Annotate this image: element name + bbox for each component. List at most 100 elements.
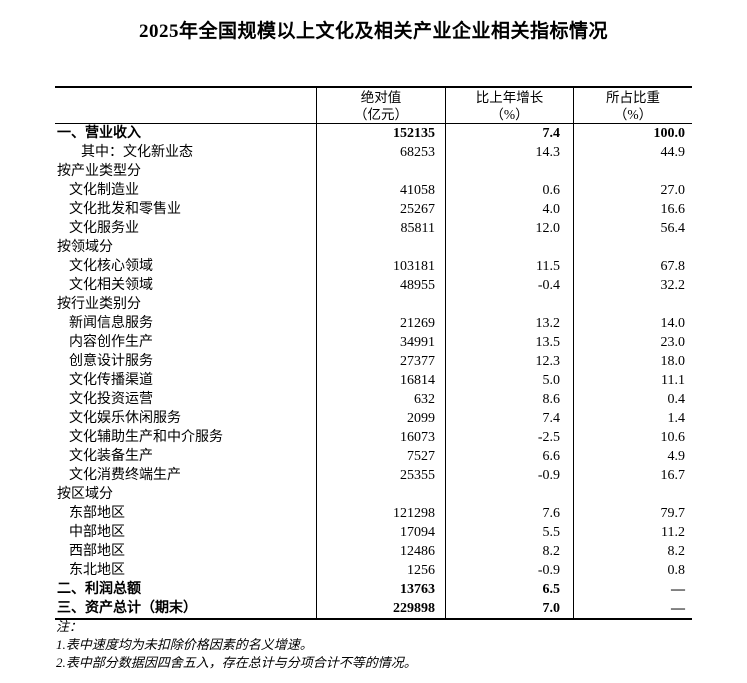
header-share-line1: 所占比重 (606, 90, 660, 105)
table-row: 文化服务业 85811 12.0 56.4 (55, 219, 692, 238)
cell-yoy-growth: 7.4 (445, 409, 573, 428)
cell-share: 14.0 (573, 314, 692, 333)
row-label: 文化娱乐休闲服务 (69, 411, 181, 426)
cell-yoy-growth: -0.9 (445, 466, 573, 485)
cell-absolute-value: 16073 (316, 428, 445, 447)
cell-share: 10.6 (573, 428, 692, 447)
cell-share (573, 238, 692, 257)
note-item-1: 1.表中速度均为未扣除价格因素的名义增速。 (56, 637, 313, 652)
row-label: 按领域分 (57, 240, 113, 255)
cell-share: 0.4 (573, 390, 692, 409)
cell-yoy-growth: -2.5 (445, 428, 573, 447)
table-row: 按区域分 (55, 485, 692, 504)
cell-yoy-growth: -0.4 (445, 276, 573, 295)
cell-yoy-growth (445, 485, 573, 504)
cell-absolute-value: 229898 (316, 599, 445, 618)
row-label: 文化辅助生产和中介服务 (69, 430, 223, 445)
table-header-row: 绝对值 （亿元） 比上年增长 （%） 所占比重 （%） (55, 88, 692, 124)
header-absolute-value-line1: 绝对值 (360, 90, 402, 105)
row-label: 文化批发和零售业 (69, 202, 181, 217)
row-label: 西部地区 (69, 544, 125, 559)
table-body: 一、营业收入 152135 7.4 100.0 其中：文化新业态 68253 1… (55, 124, 692, 618)
cell-yoy-growth: 13.5 (445, 333, 573, 352)
cell-share: 4.9 (573, 447, 692, 466)
note-item-2: 2.表中部分数据因四舍五入，存在总计与分项合计不等的情况。 (56, 655, 417, 670)
cell-share: 11.1 (573, 371, 692, 390)
notes-heading: 注： (56, 619, 83, 634)
cell-yoy-growth: 6.6 (445, 447, 573, 466)
cell-share: 16.7 (573, 466, 692, 485)
cell-absolute-value: 17094 (316, 523, 445, 542)
row-label: 按区域分 (57, 487, 113, 502)
row-label: 其中：文化新业态 (81, 145, 193, 160)
row-label: 文化消费终端生产 (69, 468, 181, 483)
row-label: 新闻信息服务 (69, 316, 153, 331)
cell-yoy-growth: 7.6 (445, 504, 573, 523)
row-label: 文化核心领域 (69, 259, 153, 274)
cell-yoy-growth (445, 162, 573, 181)
page-title: 2025年全国规模以上文化及相关产业企业相关指标情况 (138, 21, 608, 42)
cell-share: 27.0 (573, 181, 692, 200)
cell-absolute-value: 12486 (316, 542, 445, 561)
cell-yoy-growth: 11.5 (445, 257, 573, 276)
table-row: 东北地区 1256 -0.9 0.8 (55, 561, 692, 580)
cell-share: 56.4 (573, 219, 692, 238)
cell-yoy-growth: 6.5 (445, 580, 573, 599)
cell-share (573, 485, 692, 504)
cell-yoy-growth: 7.0 (445, 599, 573, 618)
cell-share (573, 295, 692, 314)
cell-share: 32.2 (573, 276, 692, 295)
cell-yoy-growth: 5.5 (445, 523, 573, 542)
table-row: 东部地区 121298 7.6 79.7 (55, 504, 692, 523)
table-row: 文化消费终端生产 25355 -0.9 16.7 (55, 466, 692, 485)
header-absolute-value-line2: （亿元） (354, 107, 408, 122)
cell-absolute-value (316, 162, 445, 181)
cell-yoy-growth (445, 238, 573, 257)
cell-share: 0.8 (573, 561, 692, 580)
cell-absolute-value: 13763 (316, 580, 445, 599)
cell-share: 8.2 (573, 542, 692, 561)
cell-absolute-value: 103181 (316, 257, 445, 276)
table-row: 文化传播渠道 16814 5.0 11.1 (55, 371, 692, 390)
row-label: 东部地区 (69, 506, 125, 521)
cell-yoy-growth: 4.0 (445, 200, 573, 219)
row-label: 按行业类别分 (57, 297, 141, 312)
cell-absolute-value: 48955 (316, 276, 445, 295)
cell-absolute-value: 1256 (316, 561, 445, 580)
cell-yoy-growth: 7.4 (445, 124, 573, 143)
row-label: 文化服务业 (69, 221, 139, 236)
cell-absolute-value: 68253 (316, 143, 445, 162)
table-row: 按行业类别分 (55, 295, 692, 314)
row-label: 文化传播渠道 (69, 373, 153, 388)
header-yoy-growth-line2: （%） (490, 107, 529, 122)
row-label: 文化相关领域 (69, 278, 153, 293)
cell-share: 1.4 (573, 409, 692, 428)
cell-absolute-value: 632 (316, 390, 445, 409)
cell-absolute-value: 21269 (316, 314, 445, 333)
cell-yoy-growth: 5.0 (445, 371, 573, 390)
cell-share: — (573, 580, 692, 599)
cell-yoy-growth: -0.9 (445, 561, 573, 580)
table-row: 内容创作生产 34991 13.5 23.0 (55, 333, 692, 352)
row-label: 东北地区 (69, 563, 125, 578)
row-label: 文化投资运营 (69, 392, 153, 407)
table-notes: 注： 1.表中速度均为未扣除价格因素的名义增速。 2.表中部分数据因四舍五入，存… (56, 618, 417, 672)
cell-yoy-growth: 14.3 (445, 143, 573, 162)
table-row: 文化批发和零售业 25267 4.0 16.6 (55, 200, 692, 219)
table-row: 创意设计服务 27377 12.3 18.0 (55, 352, 692, 371)
cell-share: 100.0 (573, 124, 692, 143)
header-cell-yoy-growth: 比上年增长 （%） (445, 88, 573, 123)
cell-absolute-value: 7527 (316, 447, 445, 466)
cell-absolute-value: 85811 (316, 219, 445, 238)
cell-absolute-value: 16814 (316, 371, 445, 390)
row-label: 一、营业收入 (57, 126, 141, 141)
cell-yoy-growth: 12.0 (445, 219, 573, 238)
cell-share: 67.8 (573, 257, 692, 276)
header-cell-absolute-value: 绝对值 （亿元） (316, 88, 445, 123)
indicator-table: 绝对值 （亿元） 比上年增长 （%） 所占比重 （%） 一、营业收入 15213… (55, 86, 692, 620)
cell-share: — (573, 599, 692, 618)
header-cell-share: 所占比重 （%） (573, 88, 692, 123)
cell-absolute-value: 27377 (316, 352, 445, 371)
cell-share: 11.2 (573, 523, 692, 542)
